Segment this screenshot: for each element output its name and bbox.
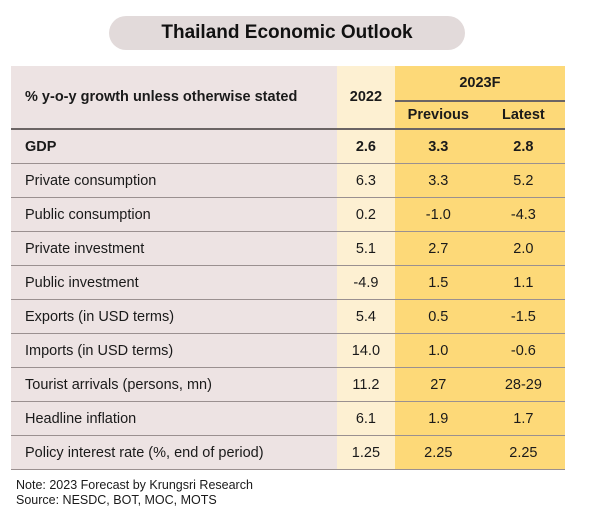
row-label: GDP bbox=[11, 128, 337, 164]
row-label: Private investment bbox=[11, 231, 337, 266]
row-label: Public investment bbox=[11, 265, 337, 300]
header-previous: Previous bbox=[394, 100, 482, 129]
value-2022: 0.2 bbox=[336, 197, 395, 232]
row-label: Policy interest rate (%, end of period) bbox=[11, 435, 337, 470]
row-label: Tourist arrivals (persons, mn) bbox=[11, 367, 337, 402]
value-2022: 1.25 bbox=[336, 435, 395, 470]
row-label: Imports (in USD terms) bbox=[11, 333, 337, 368]
row-label: Public consumption bbox=[11, 197, 337, 232]
table-row: Public consumption 0.2 -1.0 -4.3 bbox=[11, 197, 565, 232]
row-label: Exports (in USD terms) bbox=[11, 299, 337, 334]
table-row: Exports (in USD terms) 5.4 0.5 -1.5 bbox=[11, 299, 565, 334]
row-label: Headline inflation bbox=[11, 401, 337, 436]
table-row: Private consumption 6.3 3.3 5.2 bbox=[11, 163, 565, 198]
value-previous: 3.3 bbox=[394, 128, 482, 164]
value-2022: 5.1 bbox=[336, 231, 395, 266]
source-text: Source: NESDC, BOT, MOC, MOTS bbox=[16, 493, 217, 507]
table-row: Private investment 5.1 2.7 2.0 bbox=[11, 231, 565, 266]
row-label: Private consumption bbox=[11, 163, 337, 198]
table-row: Tourist arrivals (persons, mn) 11.2 27 28-2… bbox=[11, 367, 565, 402]
value-latest: 2.25 bbox=[481, 435, 565, 470]
value-2022: 6.3 bbox=[336, 163, 395, 198]
header-2022: 2022 bbox=[336, 66, 395, 129]
value-latest: -4.3 bbox=[481, 197, 565, 232]
value-latest: -1.5 bbox=[481, 299, 565, 334]
value-latest: 1.7 bbox=[481, 401, 565, 436]
value-previous: 3.3 bbox=[394, 163, 482, 198]
value-latest: 1.1 bbox=[481, 265, 565, 300]
value-2022: 6.1 bbox=[336, 401, 395, 436]
value-2022: 2.6 bbox=[336, 128, 395, 164]
note-text: Note: 2023 Forecast by Krungsri Research bbox=[16, 478, 253, 492]
table-row: Policy interest rate (%, end of period) 1… bbox=[11, 435, 565, 470]
value-previous: 2.7 bbox=[394, 231, 482, 266]
value-2022: -4.9 bbox=[336, 265, 395, 300]
value-latest: 2.0 bbox=[481, 231, 565, 266]
table-row: Headline inflation 6.1 1.9 1.7 bbox=[11, 401, 565, 436]
header-2023f: 2023F bbox=[394, 66, 565, 101]
value-previous: 2.25 bbox=[394, 435, 482, 470]
value-previous: 1.9 bbox=[394, 401, 482, 436]
header-latest: Latest bbox=[481, 100, 565, 129]
table-row: Public investment -4.9 1.5 1.1 bbox=[11, 265, 565, 300]
value-latest: 2.8 bbox=[481, 128, 565, 164]
table-row: GDP 2.6 3.3 2.8 bbox=[11, 128, 565, 164]
value-previous: 27 bbox=[394, 367, 482, 402]
economic-outlook-table: % y-o-y growth unless otherwise stated 2… bbox=[11, 66, 565, 470]
value-2022: 11.2 bbox=[336, 367, 395, 402]
value-2022: 5.4 bbox=[336, 299, 395, 334]
value-previous: -1.0 bbox=[394, 197, 482, 232]
value-previous: 1.0 bbox=[394, 333, 482, 368]
value-previous: 0.5 bbox=[394, 299, 482, 334]
value-previous: 1.5 bbox=[394, 265, 482, 300]
value-2022: 14.0 bbox=[336, 333, 395, 368]
footnote: Note: 2023 Forecast by Krungsri Research… bbox=[16, 478, 253, 508]
header-label: % y-o-y growth unless otherwise stated bbox=[11, 66, 337, 129]
table-row: Imports (in USD terms) 14.0 1.0 -0.6 bbox=[11, 333, 565, 368]
page-title: Thailand Economic Outlook bbox=[109, 16, 465, 50]
value-latest: 5.2 bbox=[481, 163, 565, 198]
value-latest: 28-29 bbox=[481, 367, 565, 402]
value-latest: -0.6 bbox=[481, 333, 565, 368]
